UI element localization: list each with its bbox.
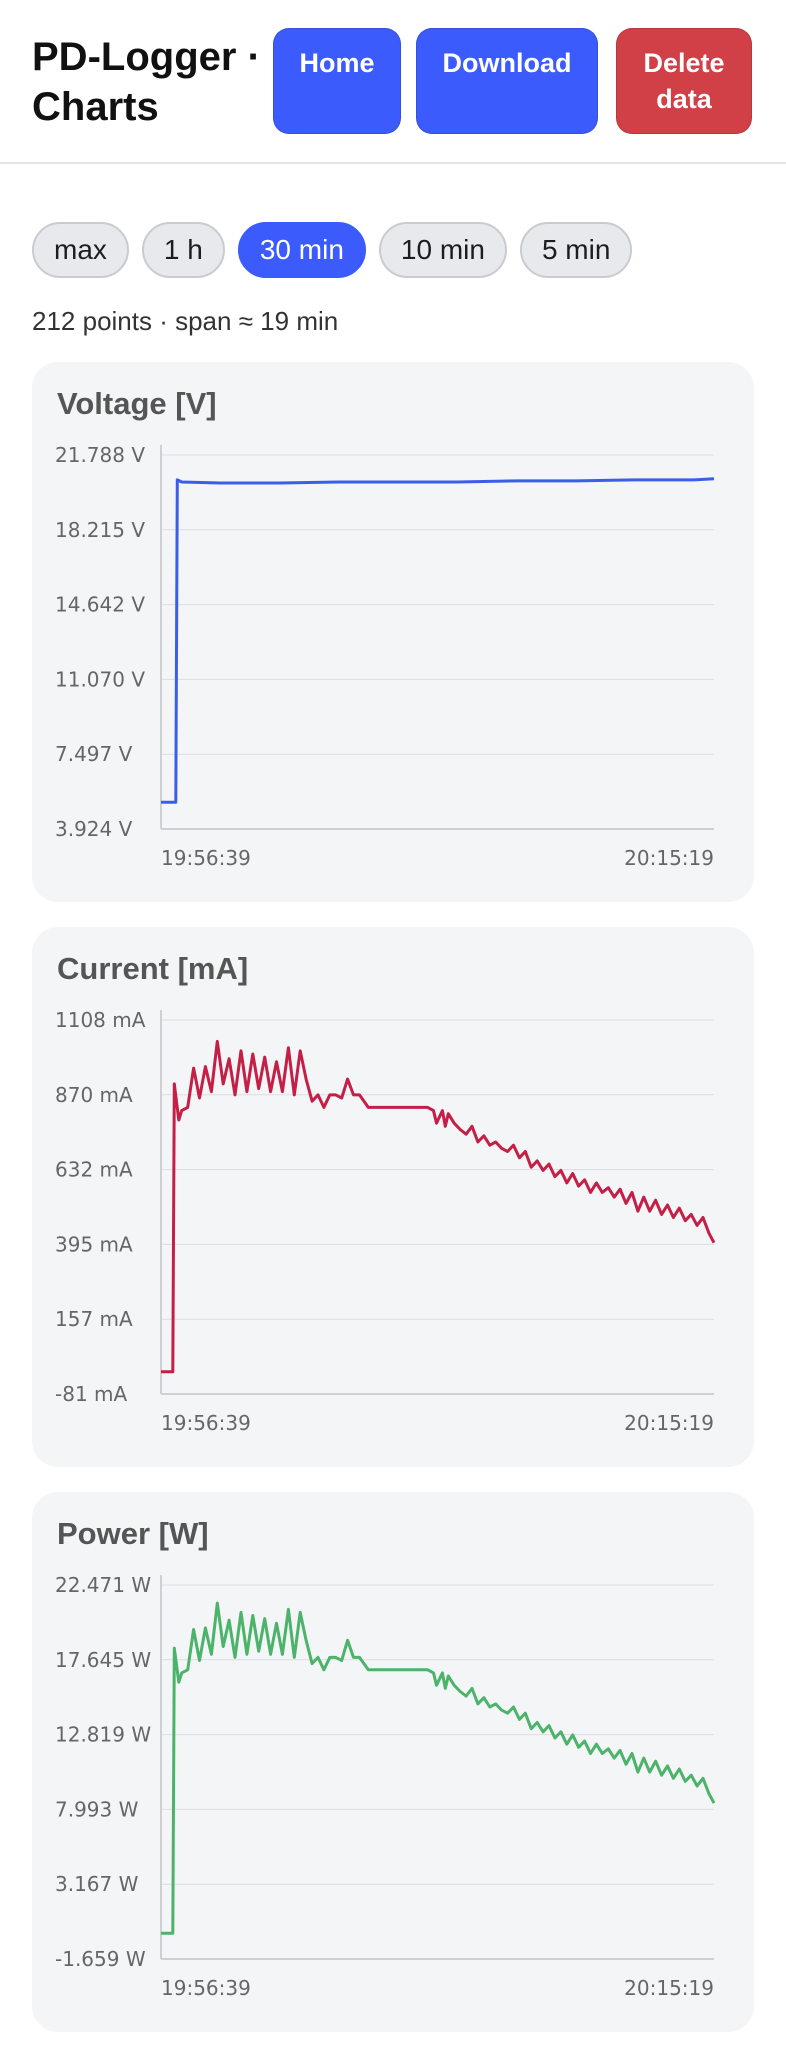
points-summary: 212 points · span ≈ 19 min	[32, 306, 339, 336]
y-tick-label: 157 mA	[55, 1307, 133, 1331]
delete-data-button[interactable]: Delete data	[616, 28, 752, 134]
range-1h-button[interactable]: 1 h	[141, 222, 225, 278]
power-chart: 22.471 W 17.645 W 12.819 W 7.993 W 3.167 W -1…	[55, 1573, 716, 2000]
voltage-chart-title: Voltage [V]	[57, 386, 217, 421]
download-button[interactable]: Download	[416, 28, 598, 134]
top-bar: PD-Logger · Charts Home Download Delete …	[0, 0, 786, 164]
y-tick-label: 21.788 V	[55, 443, 145, 467]
y-tick-label: 14.642 V	[55, 593, 145, 617]
y-tick-label: -81 mA	[55, 1382, 128, 1406]
x-tick-label: 19:56:39	[161, 1976, 251, 2000]
y-tick-label: 395 mA	[55, 1232, 133, 1256]
x-tick-label: 19:56:39	[161, 846, 251, 870]
home-button[interactable]: Home	[273, 28, 401, 134]
time-range-selector: max 1 h 30 min 10 min 5 min	[32, 222, 633, 278]
y-tick-label: 22.471 W	[55, 1573, 151, 1597]
voltage-chart: 21.788 V 18.215 V 14.642 V 11.070 V 7.497 V 3…	[55, 443, 715, 870]
y-tick-label: 3.167 W	[55, 1872, 139, 1896]
y-tick-label: 3.924 V	[55, 817, 133, 841]
power-chart-card: Power [W] 22.471 W 17.645 W 12.819 W 7.993 …	[32, 1492, 754, 2032]
range-max-button[interactable]: max	[32, 222, 129, 278]
y-tick-label: 870 mA	[55, 1083, 133, 1107]
range-10min-button[interactable]: 10 min	[378, 222, 507, 278]
voltage-series-line	[161, 477, 715, 804]
y-tick-label: -1.659 W	[55, 1947, 146, 1971]
current-chart-card: Current [mA] 1108 mA 870 mA 632 mA 395 mA 15…	[32, 927, 754, 1467]
current-series-line	[161, 1039, 716, 1374]
y-tick-label: 18.215 V	[55, 518, 145, 542]
power-chart-title: Power [W]	[57, 1516, 209, 1551]
y-tick-label: 17.645 W	[55, 1648, 151, 1672]
x-tick-label: 20:15:19	[624, 1976, 714, 2000]
power-series-line	[161, 1601, 716, 1935]
y-tick-label: 7.993 W	[55, 1797, 139, 1821]
y-tick-label: 1108 mA	[55, 1008, 146, 1032]
current-chart-title: Current [mA]	[57, 951, 249, 986]
y-tick-label: 632 mA	[55, 1158, 133, 1182]
x-tick-label: 19:56:39	[161, 1411, 251, 1435]
range-30min-button[interactable]: 30 min	[237, 222, 366, 278]
range-5min-button[interactable]: 5 min	[519, 222, 633, 278]
y-tick-label: 12.819 W	[55, 1723, 151, 1747]
y-tick-label: 7.497 V	[55, 742, 133, 766]
current-chart: 1108 mA 870 mA 632 mA 395 mA 157 mA -81 mA 19:…	[55, 1008, 716, 1435]
x-tick-label: 20:15:19	[624, 846, 714, 870]
x-tick-label: 20:15:19	[624, 1411, 714, 1435]
page-title: PD-Logger · Charts	[32, 35, 261, 129]
y-tick-label: 11.070 V	[55, 667, 145, 691]
voltage-chart-card: Voltage [V] 21.788 V 18.215 V 14.642 V 11.0…	[32, 362, 754, 902]
